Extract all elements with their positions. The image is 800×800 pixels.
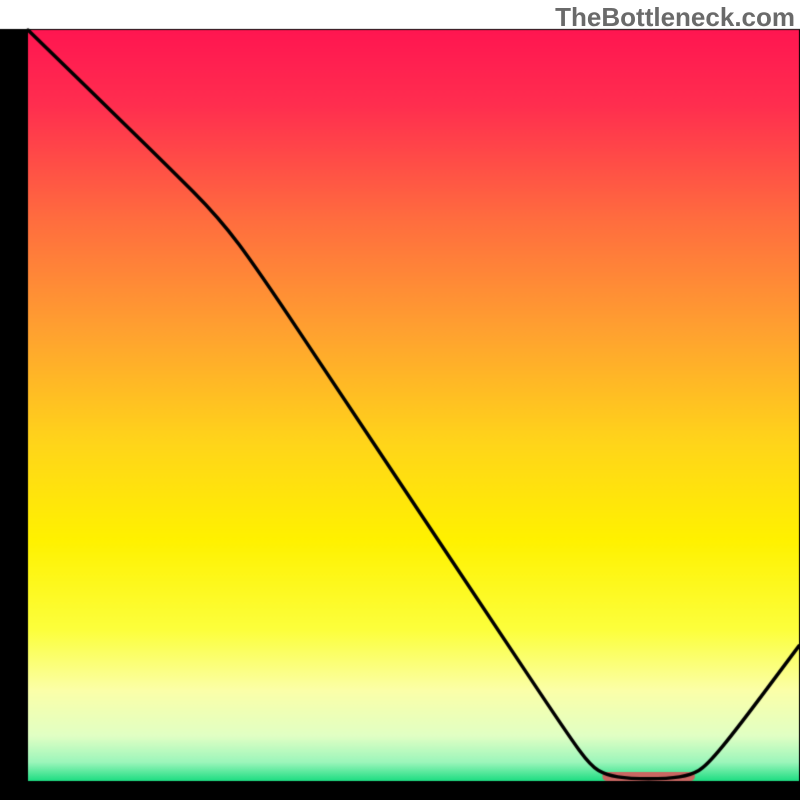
- chart-container: TheBottleneck.com: [0, 0, 800, 800]
- bottleneck-chart-canvas: [0, 0, 800, 800]
- attribution-watermark: TheBottleneck.com: [555, 2, 795, 33]
